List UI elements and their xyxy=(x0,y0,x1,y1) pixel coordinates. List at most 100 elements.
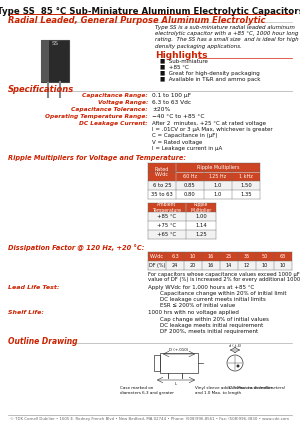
Text: 10: 10 xyxy=(280,263,286,268)
Text: rating.  The SS has a small size  and is ideal for high: rating. The SS has a small size and is i… xyxy=(155,37,298,42)
Bar xyxy=(176,163,260,172)
Text: ■  Sub-miniature: ■ Sub-miniature xyxy=(160,59,208,64)
Bar xyxy=(148,181,260,190)
Text: 50: 50 xyxy=(262,254,268,259)
Bar xyxy=(148,163,260,181)
Text: C = Capacitance in (μF): C = Capacitance in (μF) xyxy=(152,133,218,139)
Text: WVdc: WVdc xyxy=(150,254,164,259)
Text: Dimensions in (millimeters): Dimensions in (millimeters) xyxy=(229,386,285,390)
Bar xyxy=(154,355,160,371)
Text: Capacitance change within 20% of initial limit: Capacitance change within 20% of initial… xyxy=(160,292,286,297)
Text: 1000 hrs with no voltage applied: 1000 hrs with no voltage applied xyxy=(148,311,239,315)
Text: 0.80: 0.80 xyxy=(184,192,196,197)
Text: 1.35: 1.35 xyxy=(240,192,252,197)
Text: 6.3: 6.3 xyxy=(171,254,179,259)
Bar xyxy=(148,221,216,230)
Text: 16: 16 xyxy=(208,254,214,259)
Text: I = Leakage current in μA: I = Leakage current in μA xyxy=(152,146,222,151)
Text: 1.14: 1.14 xyxy=(195,223,207,228)
Text: © TDK Cornell Dubilier • 1605 E. Rodney French Blvd • New Bedford, MA 02744 • Ph: © TDK Cornell Dubilier • 1605 E. Rodney … xyxy=(11,417,290,421)
Text: Operating Temperature Range:: Operating Temperature Range: xyxy=(45,114,148,119)
Text: density packaging applications.: density packaging applications. xyxy=(155,44,242,48)
Text: Apply WVdc for 1,000 hours at +85 °C: Apply WVdc for 1,000 hours at +85 °C xyxy=(148,285,254,290)
Text: 63: 63 xyxy=(280,254,286,259)
Text: 6.3 to 63 Vdc: 6.3 to 63 Vdc xyxy=(152,100,191,105)
Bar xyxy=(148,261,292,270)
Text: 1.0: 1.0 xyxy=(214,183,222,188)
Text: 60 Hz: 60 Hz xyxy=(183,174,197,179)
Text: electrolytic capacitor with a +85 °C, 1000 hour long life: electrolytic capacitor with a +85 °C, 10… xyxy=(155,31,300,36)
Text: 10: 10 xyxy=(190,254,196,259)
Text: 1.0: 1.0 xyxy=(214,192,222,197)
Text: Ripple Multipliers: Ripple Multipliers xyxy=(197,165,239,170)
Text: Ripple
Multiplier: Ripple Multiplier xyxy=(190,202,212,213)
Text: 35 to 63: 35 to 63 xyxy=(151,192,173,197)
Text: Radial Leaded, General Purpose Aluminum Electrolytic: Radial Leaded, General Purpose Aluminum … xyxy=(8,16,266,25)
Text: Type SS is a sub-miniature radial leaded aluminum: Type SS is a sub-miniature radial leaded… xyxy=(155,25,295,30)
Text: V = Rated voltage: V = Rated voltage xyxy=(152,139,202,144)
Text: 24: 24 xyxy=(172,263,178,268)
Text: DC Leakage Current:: DC Leakage Current: xyxy=(80,121,148,126)
Bar xyxy=(148,252,292,261)
Bar xyxy=(160,353,198,373)
Text: Rated
WVdc: Rated WVdc xyxy=(155,167,169,177)
Text: +75 °C: +75 °C xyxy=(158,223,177,228)
Circle shape xyxy=(236,365,239,368)
Text: Vinyl sleeve adds .5 Max. to diameter
and 1.0 Max. to length: Vinyl sleeve adds .5 Max. to diameter an… xyxy=(195,386,272,394)
Bar xyxy=(41,40,69,82)
Text: value of DF (%) is increased 2% for every additional 1000 μF: value of DF (%) is increased 2% for ever… xyxy=(148,278,300,283)
Bar xyxy=(148,230,216,239)
Text: DC leakage current meets initial limits: DC leakage current meets initial limits xyxy=(160,298,266,303)
Text: 1.25: 1.25 xyxy=(195,232,207,237)
Text: 16: 16 xyxy=(208,263,214,268)
Bar xyxy=(148,190,260,199)
Text: ■  +85 °C: ■ +85 °C xyxy=(160,65,189,70)
Text: ■  Great for high-density packaging: ■ Great for high-density packaging xyxy=(160,71,260,76)
Text: Shelf Life:: Shelf Life: xyxy=(8,311,44,315)
Text: Lead Life Test:: Lead Life Test: xyxy=(8,285,59,290)
Text: Voltage Range:: Voltage Range: xyxy=(98,100,148,105)
Text: Specifications: Specifications xyxy=(8,85,74,94)
Text: 0.1 to 100 μF: 0.1 to 100 μF xyxy=(152,93,191,98)
Text: Ambient
Temperature: Ambient Temperature xyxy=(152,202,182,213)
Text: 12: 12 xyxy=(244,263,250,268)
Bar xyxy=(148,212,216,221)
Text: DC leakage meets initial requirement: DC leakage meets initial requirement xyxy=(160,323,263,328)
Text: 1.50: 1.50 xyxy=(240,183,252,188)
Text: Ripple Multipliers for Voltage and Temperature:: Ripple Multipliers for Voltage and Tempe… xyxy=(8,155,186,161)
Text: 35: 35 xyxy=(244,254,250,259)
Text: Highlights: Highlights xyxy=(155,51,208,60)
Text: ■  Available in T&R and ammo pack: ■ Available in T&R and ammo pack xyxy=(160,77,260,82)
Text: Case marked on
diameters 6.3 and greater: Case marked on diameters 6.3 and greater xyxy=(120,386,174,394)
Bar xyxy=(41,40,49,82)
Text: 0.85: 0.85 xyxy=(184,183,196,188)
Text: DF 200%, meets initial requirement: DF 200%, meets initial requirement xyxy=(160,329,258,334)
Text: Outline Drawing: Outline Drawing xyxy=(8,337,78,346)
Text: 1.00: 1.00 xyxy=(195,214,207,219)
Text: Dissipation Factor @ 120 Hz, +20 °C:: Dissipation Factor @ 120 Hz, +20 °C: xyxy=(8,244,144,251)
Text: Capacitance Tolerance:: Capacitance Tolerance: xyxy=(71,107,148,112)
Text: 6 to 25: 6 to 25 xyxy=(153,183,171,188)
Text: DF (%): DF (%) xyxy=(149,263,165,268)
Text: ±20%: ±20% xyxy=(152,107,170,112)
Text: D (+.010): D (+.010) xyxy=(169,348,189,352)
Text: Cap change within 20% of initial values: Cap change within 20% of initial values xyxy=(160,317,269,322)
Text: Type SS  85 °C Sub-Miniature Aluminum Electrolytic Capacitors: Type SS 85 °C Sub-Miniature Aluminum Ele… xyxy=(0,7,300,16)
Text: 14: 14 xyxy=(226,263,232,268)
Text: After 2  minutes, +25 °C at rated voltage: After 2 minutes, +25 °C at rated voltage xyxy=(152,121,266,126)
Text: SS: SS xyxy=(52,40,58,45)
Text: 20: 20 xyxy=(190,263,196,268)
Text: d (.t.4): d (.t.4) xyxy=(229,344,241,348)
Text: I = .01CV or 3 μA Max, whichever is greater: I = .01CV or 3 μA Max, whichever is grea… xyxy=(152,127,273,132)
Text: For capacitors whose capacitance values exceed 1000 μF, the: For capacitors whose capacitance values … xyxy=(148,272,300,277)
Text: ESR ≤ 200% of initial value: ESR ≤ 200% of initial value xyxy=(160,303,235,309)
Text: 25: 25 xyxy=(226,254,232,259)
Text: −40 °C to +85 °C: −40 °C to +85 °C xyxy=(152,114,205,119)
Text: L: L xyxy=(175,382,177,386)
Text: 1 kHz: 1 kHz xyxy=(239,174,253,179)
Text: +85 °C: +85 °C xyxy=(158,214,177,219)
Text: Capacitance Range:: Capacitance Range: xyxy=(82,93,148,98)
Text: 10: 10 xyxy=(262,263,268,268)
Text: +65 °C: +65 °C xyxy=(158,232,177,237)
Bar xyxy=(148,203,216,212)
